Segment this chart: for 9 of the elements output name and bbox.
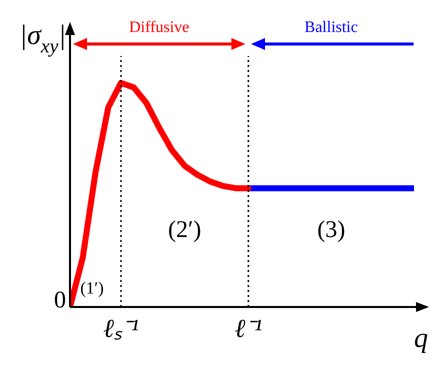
annotation: (1′) [80, 278, 104, 298]
text: Ballistic [304, 19, 358, 36]
text: Diffusive [129, 19, 190, 36]
x-tick-label: ℓₛ⁻¹ [103, 314, 139, 343]
x-axis-title: q [414, 323, 428, 354]
text: 0 [54, 287, 66, 314]
x-tick-label: ℓ⁻¹ [234, 314, 262, 343]
annotation: (3) [317, 217, 346, 244]
annotation: (2′) [168, 217, 202, 244]
